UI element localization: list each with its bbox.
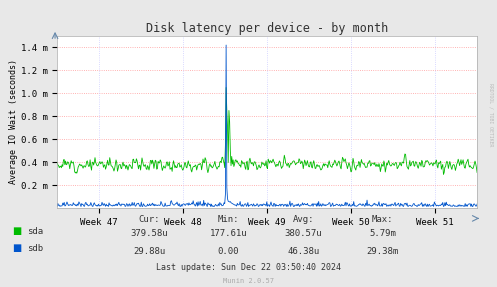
Line: sda: sda (57, 88, 477, 174)
sda (54, 161, 60, 164)
sda (302, 160, 308, 164)
Text: 46.38u: 46.38u (287, 247, 319, 256)
sda (162, 166, 168, 170)
sdb (129, 203, 135, 207)
sda (129, 166, 135, 170)
sdb (335, 204, 341, 207)
Title: Disk latency per device - by month: Disk latency per device - by month (146, 22, 388, 35)
Text: sda: sda (27, 226, 43, 236)
Line: sdb: sdb (57, 45, 477, 207)
sda (245, 168, 251, 172)
sdb (425, 205, 431, 208)
Text: Avg:: Avg: (292, 215, 314, 224)
Text: 29.38m: 29.38m (367, 247, 399, 256)
sda (223, 86, 229, 89)
sda (474, 171, 480, 174)
sda (335, 160, 341, 164)
Text: 380.57u: 380.57u (284, 229, 322, 238)
sdb (302, 203, 308, 206)
Text: ■: ■ (12, 226, 22, 236)
Text: Cur:: Cur: (138, 215, 160, 224)
Text: Max:: Max: (372, 215, 394, 224)
sdb (371, 203, 377, 206)
Text: sdb: sdb (27, 244, 43, 253)
Text: ■: ■ (12, 243, 22, 253)
Text: 5.79m: 5.79m (369, 229, 396, 238)
Text: 29.88u: 29.88u (133, 247, 165, 256)
Text: 379.58u: 379.58u (130, 229, 168, 238)
Text: Min:: Min: (218, 215, 240, 224)
sdb (474, 202, 480, 206)
sda (440, 173, 446, 176)
sdb (162, 201, 168, 205)
sdb (245, 201, 251, 204)
sdb (54, 204, 60, 208)
sda (371, 163, 377, 166)
sdb (223, 43, 229, 47)
Text: Last update: Sun Dec 22 03:50:40 2024: Last update: Sun Dec 22 03:50:40 2024 (156, 263, 341, 272)
Text: RRDTOOL / TOBI OETIKER: RRDTOOL / TOBI OETIKER (489, 83, 494, 146)
Text: 0.00: 0.00 (218, 247, 240, 256)
Text: 177.61u: 177.61u (210, 229, 248, 238)
Text: Munin 2.0.57: Munin 2.0.57 (223, 278, 274, 284)
Y-axis label: Average IO Wait (seconds): Average IO Wait (seconds) (9, 59, 18, 185)
